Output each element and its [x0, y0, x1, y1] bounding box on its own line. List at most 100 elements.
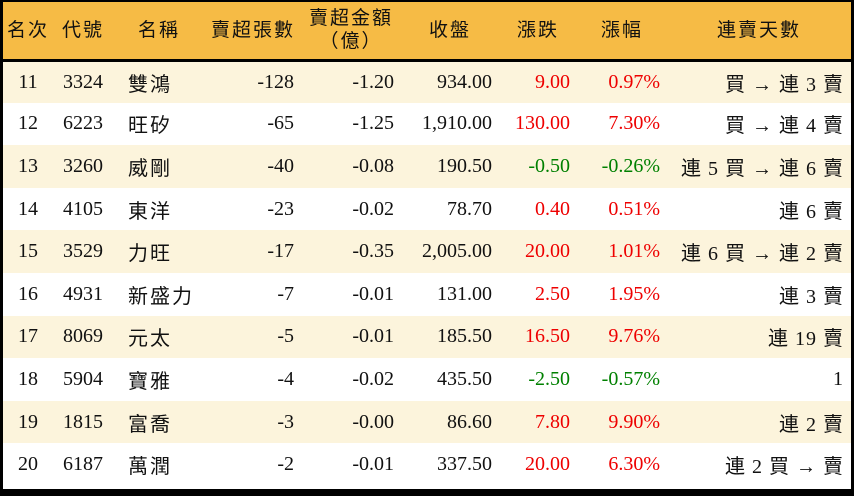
cell-volume: -40: [205, 145, 301, 188]
cell-change-pct: -0.57%: [577, 358, 667, 401]
cell-code: 4105: [53, 187, 113, 231]
cell-volume: -3: [205, 400, 301, 444]
cell-rank: 11: [3, 60, 53, 103]
header-row: 名次 代號 名稱 賣超張數 賣超金額 （億） 收盤 漲跌 漲幅 連賣天數: [3, 2, 851, 62]
cell-amount: -1.20: [301, 60, 401, 103]
cell-amount: -0.08: [301, 145, 401, 188]
table-row: 11 3324 雙鴻 -128 -1.20 934.00 9.00 0.97% 買 → 連 3 …: [3, 60, 851, 103]
column-header-name: 名稱: [113, 2, 205, 62]
cell-close: 1,910.00: [401, 102, 499, 146]
cell-code: 6187: [53, 443, 113, 486]
cell-code: 5904: [53, 358, 113, 401]
cell-name: 元太: [113, 315, 205, 359]
cell-rank: 15: [3, 230, 53, 273]
cell-close: 86.60: [401, 400, 499, 444]
cell-rank: 17: [3, 315, 53, 359]
cell-change: 2.50: [499, 272, 577, 316]
table-row: 17 8069 元太 -5 -0.01 185.50 16.50 9.76% 連 19 賣: [3, 315, 851, 359]
cell-rank: 16: [3, 272, 53, 316]
cell-rank: 14: [3, 187, 53, 231]
column-header-code: 代號: [53, 2, 113, 62]
cell-name: 東洋: [113, 187, 205, 231]
column-header-change-pct: 漲幅: [577, 2, 667, 62]
column-header-close: 收盤: [401, 2, 499, 62]
column-header-amount: 賣超金額 （億）: [301, 2, 401, 62]
cell-change-pct: 1.01%: [577, 230, 667, 273]
table-row: 15 3529 力旺 -17 -0.35 2,005.00 20.00 1.01% 連 6 買 …: [3, 230, 851, 273]
table-row: 18 5904 寶雅 -4 -0.02 435.50 -2.50 -0.57% 1: [3, 358, 851, 401]
cell-volume: -5: [205, 315, 301, 359]
cell-code: 8069: [53, 315, 113, 359]
cell-change-pct: 0.51%: [577, 187, 667, 231]
cell-code: 1815: [53, 400, 113, 444]
table-row: 20 6187 萬潤 -2 -0.01 337.50 20.00 6.30% 連 2 買 → 賣: [3, 443, 851, 486]
cell-streak: 連 3 賣: [667, 272, 851, 316]
table-row: 14 4105 東洋 -23 -0.02 78.70 0.40 0.51% 連 6 賣: [3, 187, 851, 231]
cell-rank: 12: [3, 102, 53, 146]
cell-name: 旺矽: [113, 102, 205, 146]
cell-name: 威剛: [113, 145, 205, 188]
cell-close: 435.50: [401, 358, 499, 401]
column-header-change: 漲跌: [499, 2, 577, 62]
cell-amount: -0.01: [301, 315, 401, 359]
cell-change: 16.50: [499, 315, 577, 359]
cell-amount: -0.35: [301, 230, 401, 273]
column-header-amount-line2: （億）: [319, 31, 383, 53]
table-row: 12 6223 旺矽 -65 -1.25 1,910.00 130.00 7.30% 買 → 連…: [3, 102, 851, 146]
column-header-volume: 賣超張數: [205, 2, 301, 62]
cell-name: 力旺: [113, 230, 205, 273]
cell-volume: -65: [205, 102, 301, 146]
cell-amount: -0.02: [301, 187, 401, 231]
cell-amount: -0.01: [301, 443, 401, 486]
cell-rank: 13: [3, 145, 53, 188]
cell-name: 富喬: [113, 400, 205, 444]
cell-volume: -23: [205, 187, 301, 231]
cell-name: 雙鴻: [113, 60, 205, 103]
cell-change: 130.00: [499, 102, 577, 146]
cell-change: -2.50: [499, 358, 577, 401]
cell-volume: -7: [205, 272, 301, 316]
cell-streak: 買 → 連 4 賣: [667, 102, 851, 146]
cell-change-pct: 0.97%: [577, 60, 667, 103]
cell-streak: 買 → 連 3 賣: [667, 60, 851, 103]
cell-streak: 連 19 賣: [667, 315, 851, 359]
cell-change-pct: 6.30%: [577, 443, 667, 486]
table-row: 19 1815 富喬 -3 -0.00 86.60 7.80 9.90% 連 2 賣: [3, 400, 851, 444]
cell-close: 190.50: [401, 145, 499, 188]
cell-code: 4931: [53, 272, 113, 316]
cell-close: 131.00: [401, 272, 499, 316]
cell-streak: 1: [667, 358, 851, 401]
cell-streak: 連 6 買 → 連 2 賣: [667, 230, 851, 273]
cell-code: 3260: [53, 145, 113, 188]
cell-volume: -2: [205, 443, 301, 486]
cell-name: 萬潤: [113, 443, 205, 486]
cell-volume: -128: [205, 60, 301, 103]
cell-volume: -4: [205, 358, 301, 401]
cell-code: 6223: [53, 102, 113, 146]
cell-change-pct: 7.30%: [577, 102, 667, 146]
column-header-streak: 連賣天數: [667, 2, 851, 62]
cell-streak: 連 6 賣: [667, 187, 851, 231]
cell-change: 9.00: [499, 60, 577, 103]
cell-change-pct: -0.26%: [577, 145, 667, 188]
cell-rank: 19: [3, 400, 53, 444]
cell-amount: -1.25: [301, 102, 401, 146]
column-header-amount-line1: 賣超金額: [308, 8, 393, 30]
table-body: 11 3324 雙鴻 -128 -1.20 934.00 9.00 0.97% 買 → 連 3 …: [3, 60, 851, 486]
cell-change: -0.50: [499, 145, 577, 188]
cell-change-pct: 1.95%: [577, 272, 667, 316]
cell-rank: 18: [3, 358, 53, 401]
table-header: 名次 代號 名稱 賣超張數 賣超金額 （億） 收盤 漲跌 漲幅 連賣天數: [3, 2, 851, 62]
table-row: 16 4931 新盛力 -7 -0.01 131.00 2.50 1.95% 連 3 賣: [3, 272, 851, 316]
cell-close: 934.00: [401, 60, 499, 103]
cell-amount: -0.01: [301, 272, 401, 316]
cell-change-pct: 9.90%: [577, 400, 667, 444]
cell-rank: 20: [3, 443, 53, 486]
cell-change: 0.40: [499, 187, 577, 231]
cell-streak: 連 2 賣: [667, 400, 851, 444]
cell-close: 185.50: [401, 315, 499, 359]
cell-code: 3324: [53, 60, 113, 103]
column-header-rank: 名次: [3, 2, 53, 62]
cell-streak: 連 5 買 → 連 6 賣: [667, 145, 851, 188]
